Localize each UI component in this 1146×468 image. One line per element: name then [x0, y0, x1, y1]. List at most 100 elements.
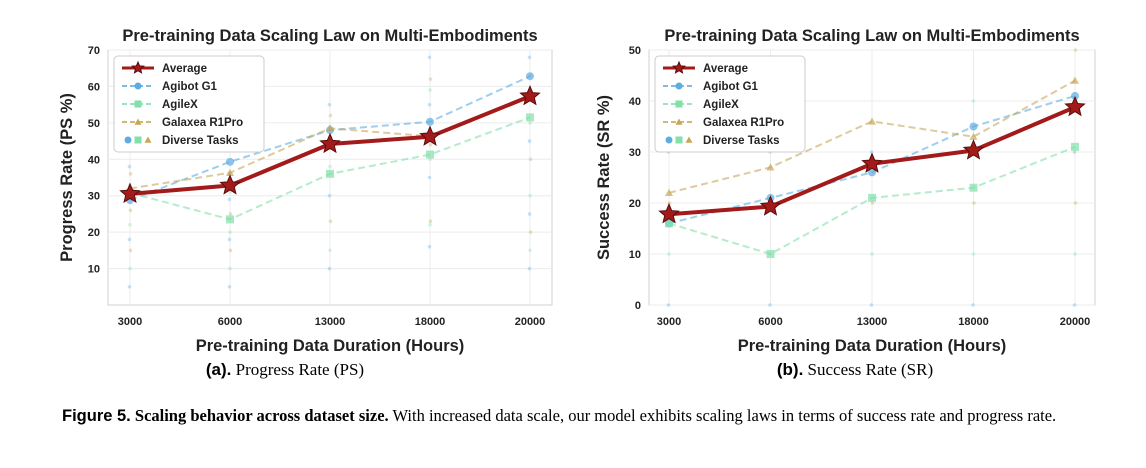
- diverse-task-point: [527, 212, 532, 216]
- chart-title: Pre-training Data Scaling Law on Multi-E…: [664, 27, 1079, 45]
- subfigure-text-b: Success Rate (SR): [807, 360, 934, 379]
- diverse-task-point: [527, 266, 532, 271]
- y-tick-label: 20: [629, 198, 641, 210]
- legend-marker: [675, 136, 683, 144]
- diverse-task-point: [327, 266, 332, 271]
- data-point-agilex: [526, 113, 534, 122]
- x-tick-label: 3000: [118, 316, 142, 328]
- diverse-task-point: [1073, 252, 1077, 256]
- x-tick-label: 6000: [758, 316, 782, 328]
- y-tick-label: 10: [629, 249, 641, 261]
- diverse-task-point: [228, 248, 233, 253]
- subfigure-label-b: (b).: [776, 360, 804, 379]
- data-point-average: [319, 132, 341, 154]
- diverse-task-point: [527, 55, 532, 60]
- diverse-task-point: [228, 266, 232, 271]
- series-line-galaxea-r1pro: [668, 79, 1076, 194]
- diverse-task-point: [227, 197, 232, 202]
- diverse-task-point: [427, 55, 432, 60]
- data-point-average: [861, 152, 883, 173]
- diverse-task-point: [427, 102, 432, 107]
- data-point-agilex: [665, 219, 673, 228]
- diverse-task-point: [971, 99, 976, 103]
- x-tick-label: 18000: [958, 316, 989, 328]
- subfigure-caption-a: (a). Progress Rate (PS): [120, 360, 450, 380]
- legend-label: Agibot G1: [162, 81, 218, 93]
- diverse-task-point: [528, 248, 532, 253]
- legend-marker: [134, 82, 142, 90]
- diverse-task-point: [428, 88, 432, 92]
- data-point-galaxea-r1pro: [326, 124, 334, 132]
- data-point-average: [419, 125, 441, 146]
- diverse-task-point: [128, 208, 133, 213]
- y-tick-label: 30: [88, 191, 100, 203]
- legend-marker: [675, 118, 683, 125]
- diverse-task-point: [972, 201, 976, 205]
- subfigure-text-a: Progress Rate (PS): [235, 360, 365, 379]
- diverse-task-point: [227, 284, 232, 289]
- data-point-average: [1064, 95, 1086, 117]
- y-tick-label: 40: [629, 96, 641, 108]
- diverse-task-point: [228, 190, 232, 194]
- diverse-task-point: [228, 230, 232, 234]
- x-tick-label: 13000: [315, 316, 346, 328]
- y-axis-label: Success Rate (SR %): [595, 95, 613, 260]
- diverse-task-point: [128, 248, 133, 253]
- data-point-agilex: [766, 250, 775, 258]
- data-point-agibot-g1: [969, 122, 978, 131]
- diverse-task-point: [427, 175, 432, 180]
- diverse-task-point: [971, 303, 975, 307]
- y-tick-label: 50: [629, 45, 641, 57]
- diverse-task-point: [127, 164, 132, 169]
- data-point-average: [519, 84, 541, 106]
- legend-marker: [685, 136, 693, 143]
- legend-marker: [134, 118, 142, 125]
- diverse-task-point: [428, 219, 433, 224]
- data-point-agibot-g1: [526, 72, 534, 81]
- figure-number: Figure 5.: [62, 407, 131, 425]
- diverse-task-point: [667, 252, 671, 256]
- diverse-task-point: [528, 193, 532, 198]
- diverse-task-point: [128, 223, 132, 227]
- diverse-task-point: [328, 164, 332, 169]
- series-markers: [658, 95, 1086, 224]
- success-rate-chart: 0 10 20 30 40 50 3000 6000 13000 18000 20000 Pre-tr…: [595, 27, 1096, 355]
- data-point-galaxea-r1pro: [868, 117, 876, 125]
- figure-caption: Figure 5. Scaling behavior across datase…: [62, 404, 1122, 428]
- chart-title: Pre-training Data Scaling Law on Multi-E…: [122, 27, 537, 45]
- diverse-task-point: [869, 150, 874, 154]
- diverse-task-point: [870, 201, 875, 205]
- diverse-task-point: [971, 252, 976, 256]
- data-point-average: [119, 182, 141, 204]
- data-point-average: [962, 139, 985, 160]
- diverse-task-point: [1072, 150, 1077, 154]
- diverse-task-point: [428, 223, 432, 227]
- legend-label: Galaxea R1Pro: [703, 117, 784, 129]
- y-tick-label: 10: [88, 264, 100, 276]
- y-axis-label: Progress Rate (PS %): [58, 93, 76, 262]
- diverse-task-point: [128, 172, 133, 176]
- y-tick-label: 70: [88, 45, 100, 57]
- series-markers: [665, 142, 1079, 258]
- diverse-task-point: [427, 244, 432, 249]
- diverse-task-point: [327, 193, 332, 198]
- legend-marker: [672, 60, 686, 74]
- diverse-task-point: [328, 248, 332, 253]
- diverse-task-point: [328, 219, 333, 224]
- legend-marker: [134, 100, 142, 108]
- legend-marker: [665, 136, 673, 144]
- diverse-task-point: [228, 212, 233, 216]
- diverse-task-point: [1073, 48, 1078, 52]
- subfigure-label-a: (a).: [205, 360, 232, 379]
- legend-label: AgileX: [703, 99, 739, 111]
- data-point-average: [759, 195, 782, 216]
- subfigure-caption-b: (b). Success Rate (SR): [690, 360, 1020, 380]
- x-tick-label: 3000: [657, 316, 681, 328]
- diverse-task-point: [227, 237, 232, 242]
- diverse-task-point: [127, 237, 132, 242]
- x-tick-label: 20000: [1060, 316, 1091, 328]
- legend-marker: [144, 136, 152, 143]
- diverse-task-point: [328, 113, 333, 118]
- legend-label: AgileX: [162, 99, 198, 111]
- legend-marker: [675, 100, 683, 108]
